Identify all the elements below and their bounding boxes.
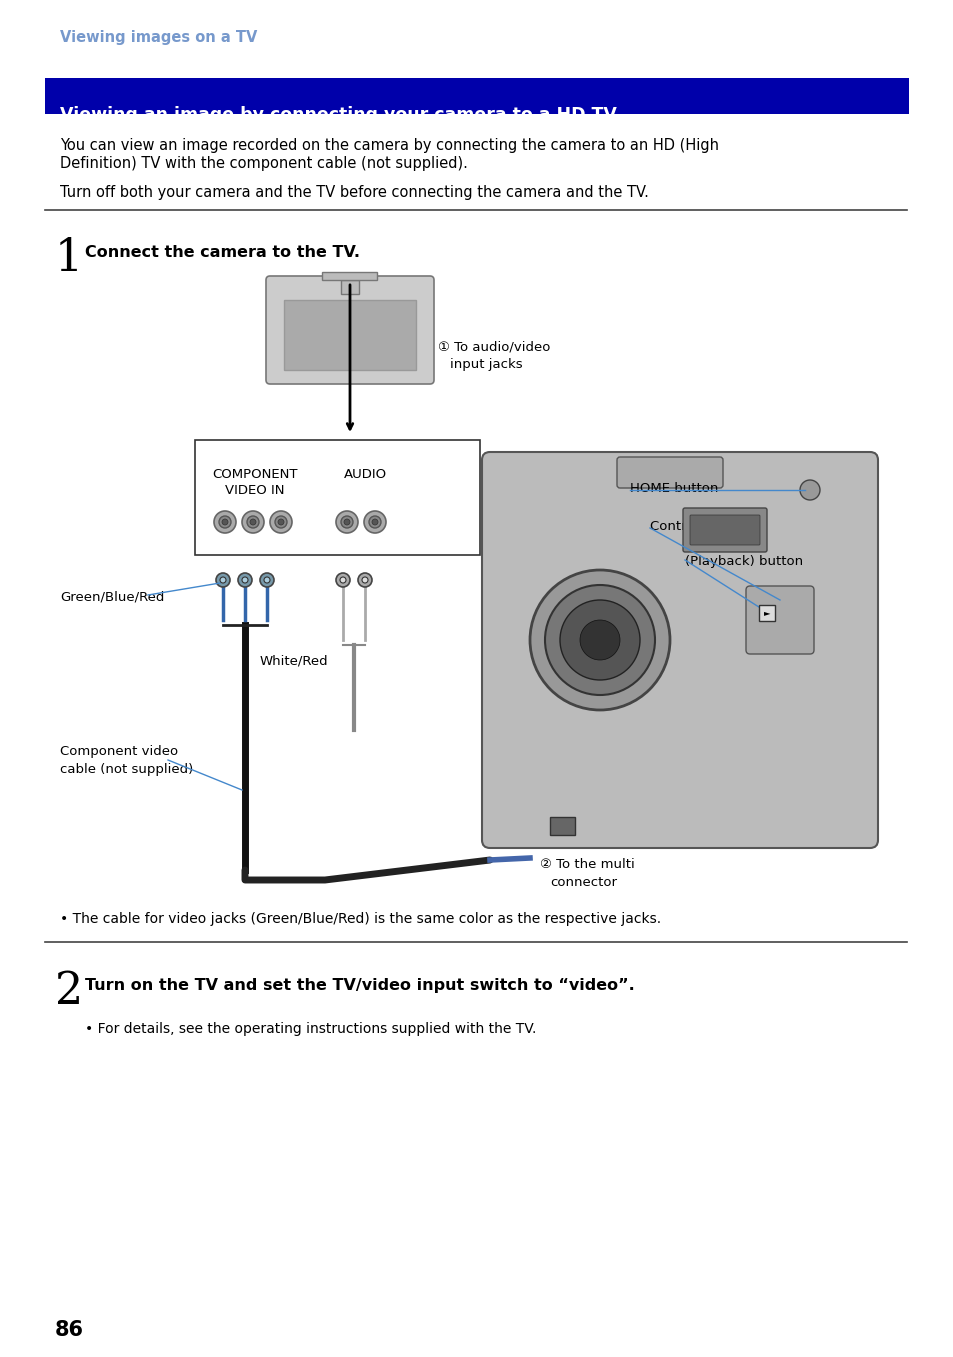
- Text: Control button: Control button: [649, 520, 746, 533]
- Circle shape: [250, 518, 255, 525]
- Text: connector: connector: [550, 877, 617, 889]
- Text: ►: ►: [763, 608, 769, 617]
- Circle shape: [800, 480, 820, 499]
- Text: Component video: Component video: [60, 745, 178, 759]
- Text: (Playback) button: (Playback) button: [684, 555, 802, 569]
- Circle shape: [270, 512, 292, 533]
- Text: Connect the camera to the TV.: Connect the camera to the TV.: [85, 246, 359, 261]
- Text: input jacks: input jacks: [450, 358, 522, 370]
- Text: • For details, see the operating instructions supplied with the TV.: • For details, see the operating instruc…: [85, 1022, 536, 1035]
- Circle shape: [357, 573, 372, 588]
- Circle shape: [364, 512, 386, 533]
- Circle shape: [215, 573, 230, 588]
- FancyBboxPatch shape: [617, 457, 722, 489]
- FancyBboxPatch shape: [759, 605, 774, 622]
- Text: • The cable for video jacks (Green/Blue/Red) is the same color as the respective: • The cable for video jacks (Green/Blue/…: [60, 912, 660, 925]
- Circle shape: [369, 516, 380, 528]
- Circle shape: [372, 518, 377, 525]
- FancyBboxPatch shape: [266, 275, 434, 384]
- Text: ② To the multi: ② To the multi: [539, 858, 634, 871]
- Circle shape: [559, 600, 639, 680]
- Bar: [550, 817, 575, 835]
- Text: Viewing an image by connecting your camera to a HD TV: Viewing an image by connecting your came…: [60, 106, 617, 123]
- Bar: [284, 300, 416, 370]
- Circle shape: [260, 573, 274, 588]
- Circle shape: [277, 518, 284, 525]
- Text: You can view an image recorded on the camera by connecting the camera to an HD (: You can view an image recorded on the ca…: [60, 138, 719, 153]
- Circle shape: [361, 577, 368, 584]
- Text: COMPONENT
VIDEO IN: COMPONENT VIDEO IN: [212, 468, 297, 497]
- Text: Definition) TV with the component cable (not supplied).: Definition) TV with the component cable …: [60, 156, 467, 171]
- Circle shape: [530, 570, 669, 710]
- Circle shape: [340, 516, 353, 528]
- Bar: [322, 271, 377, 280]
- Circle shape: [213, 512, 235, 533]
- Circle shape: [339, 577, 346, 584]
- Circle shape: [237, 573, 252, 588]
- FancyBboxPatch shape: [682, 508, 766, 552]
- Text: AUDIO: AUDIO: [343, 468, 386, 480]
- Circle shape: [242, 512, 264, 533]
- Circle shape: [219, 516, 231, 528]
- Text: Green/Blue/Red: Green/Blue/Red: [60, 590, 164, 603]
- Text: White/Red: White/Red: [260, 655, 328, 668]
- Bar: [194, 440, 479, 555]
- Text: ① To audio/video: ① To audio/video: [437, 341, 550, 353]
- Text: cable (not supplied): cable (not supplied): [60, 763, 193, 776]
- Circle shape: [335, 512, 357, 533]
- Circle shape: [544, 585, 655, 695]
- Bar: [45, 77, 908, 114]
- Text: Turn on the TV and set the TV/video input switch to “video”.: Turn on the TV and set the TV/video inpu…: [85, 978, 634, 993]
- FancyBboxPatch shape: [689, 516, 760, 546]
- Circle shape: [344, 518, 350, 525]
- Circle shape: [222, 518, 228, 525]
- Circle shape: [335, 573, 350, 588]
- FancyBboxPatch shape: [745, 586, 813, 654]
- Circle shape: [242, 577, 248, 584]
- Text: Turn off both your camera and the TV before connecting the camera and the TV.: Turn off both your camera and the TV bef…: [60, 185, 648, 199]
- Circle shape: [274, 516, 287, 528]
- Circle shape: [220, 577, 226, 584]
- Text: 2: 2: [55, 970, 83, 1014]
- FancyBboxPatch shape: [481, 452, 877, 848]
- Circle shape: [247, 516, 258, 528]
- Text: 1: 1: [55, 237, 83, 280]
- Bar: [340, 280, 358, 294]
- Circle shape: [264, 577, 270, 584]
- Text: Viewing images on a TV: Viewing images on a TV: [60, 30, 257, 45]
- Text: HOME button: HOME button: [629, 482, 718, 495]
- Circle shape: [579, 620, 619, 660]
- Text: 86: 86: [55, 1320, 84, 1339]
